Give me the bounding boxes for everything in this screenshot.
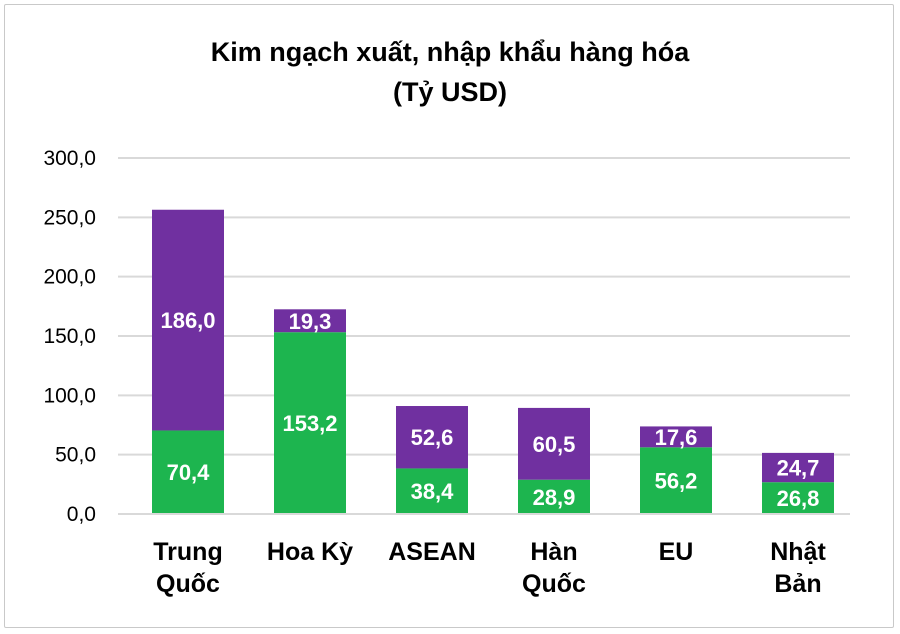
y-tick-label: 0,0 <box>67 503 96 526</box>
data-label: 17,6 <box>655 425 698 450</box>
data-label: 26,8 <box>777 486 820 511</box>
x-category-label: Quốc <box>522 570 586 598</box>
x-category-label: EU <box>659 538 694 566</box>
x-category-label: Hoa Kỳ <box>267 538 353 566</box>
y-tick-label: 250,0 <box>43 206 96 229</box>
bar-segment <box>640 426 712 448</box>
data-label: 38,4 <box>411 479 455 504</box>
bar-segment <box>152 430 224 514</box>
data-label: 52,6 <box>411 425 454 450</box>
y-tick-label: 200,0 <box>43 266 96 289</box>
data-label: 186,0 <box>160 308 215 333</box>
data-label: 24,7 <box>777 456 820 481</box>
bar-segment <box>640 447 712 514</box>
bar-segment <box>396 468 468 514</box>
x-category-label: Nhật <box>770 538 826 566</box>
chart-subtitle: (Tỷ USD) <box>393 77 507 107</box>
bar-segment <box>518 407 590 480</box>
data-label: 70,4 <box>167 460 211 485</box>
y-tick-label: 100,0 <box>43 384 96 407</box>
data-label: 28,9 <box>533 485 576 510</box>
x-category-label: Hàn <box>530 538 577 566</box>
y-tick-label: 50,0 <box>55 444 96 467</box>
bar-segment <box>152 209 224 431</box>
data-label: 56,2 <box>655 469 698 494</box>
data-label: 19,3 <box>289 309 332 334</box>
bar-segment <box>762 452 834 483</box>
bar-segment <box>518 479 590 514</box>
x-category-label: Trung <box>153 538 222 566</box>
x-category-label: ASEAN <box>388 538 476 566</box>
bar-segment <box>762 482 834 514</box>
x-category-label: Bản <box>774 570 821 598</box>
x-category-label: Quốc <box>156 570 220 598</box>
bar-segment <box>274 309 346 333</box>
bar-segment <box>396 406 468 469</box>
chart-title: Kim ngạch xuất, nhập khẩu hàng hóa <box>210 37 690 67</box>
data-label: 60,5 <box>533 432 576 457</box>
data-label: 153,2 <box>282 411 337 436</box>
y-tick-label: 150,0 <box>43 325 96 348</box>
bar-segment <box>274 332 346 514</box>
y-tick-label: 300,0 <box>43 147 96 170</box>
